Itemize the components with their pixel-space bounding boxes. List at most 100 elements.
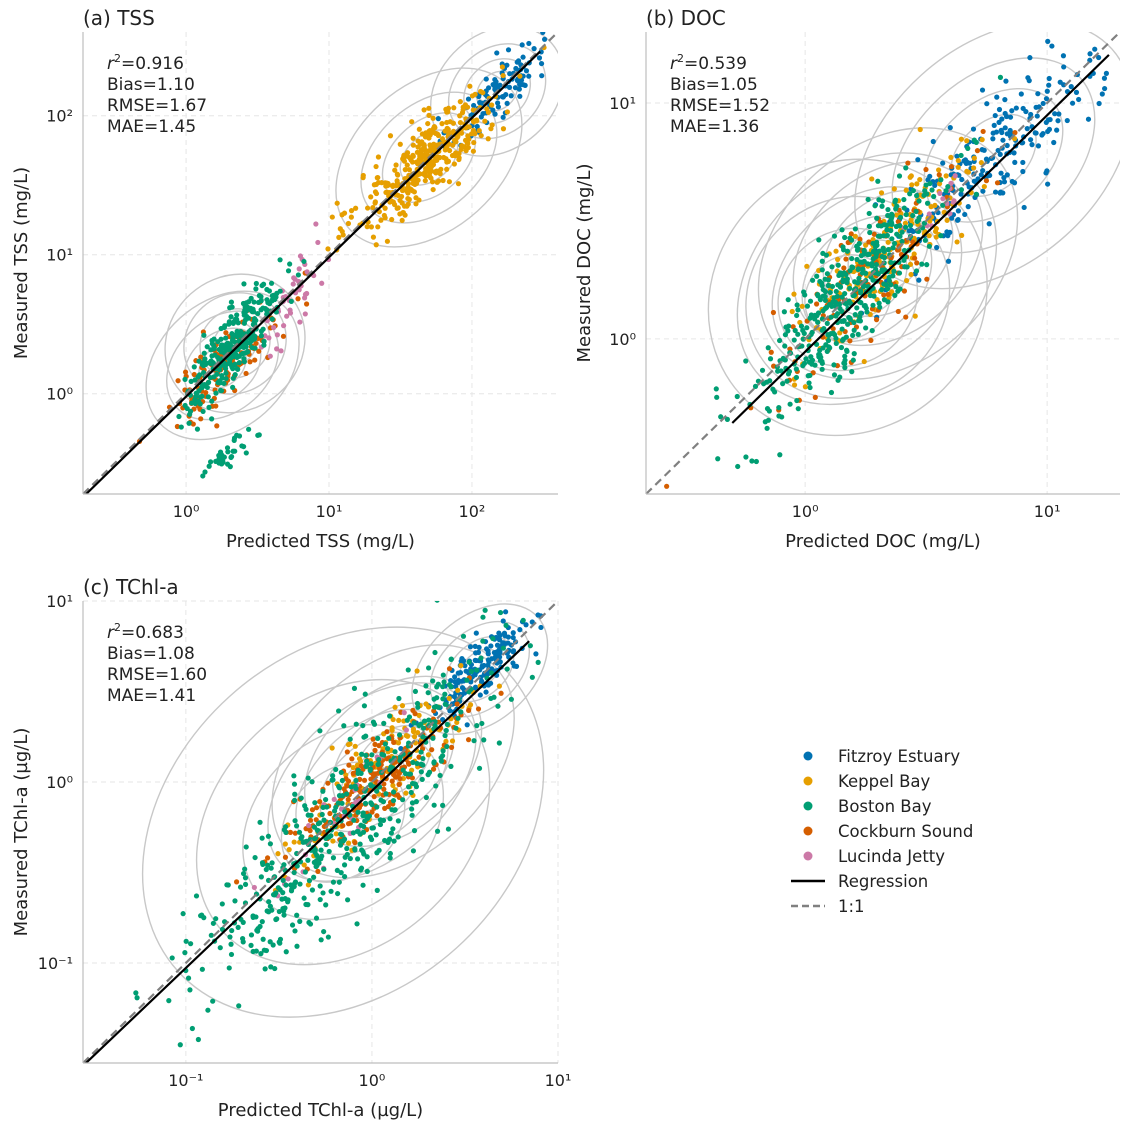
- point-fitzroy-estuary: [955, 208, 961, 214]
- point-fitzroy-estuary: [1092, 46, 1098, 52]
- point-boston-bay: [922, 237, 928, 243]
- point-boston-bay: [903, 165, 909, 171]
- point-boston-bay: [201, 350, 207, 356]
- point-lucinda-jetty: [315, 239, 321, 246]
- point-cockburn-sound: [768, 349, 774, 355]
- point-boston-bay: [875, 223, 882, 229]
- point-keppel-bay: [329, 214, 335, 220]
- point-boston-bay: [432, 649, 438, 656]
- point-boston-bay: [294, 943, 300, 949]
- point-boston-bay: [929, 187, 935, 193]
- point-cockburn-sound: [203, 389, 209, 396]
- point-keppel-bay: [979, 137, 985, 143]
- point-keppel-bay: [943, 173, 949, 179]
- point-boston-bay: [958, 187, 965, 193]
- point-keppel-bay: [404, 162, 410, 168]
- point-fitzroy-estuary: [1039, 132, 1045, 138]
- point-keppel-bay: [485, 136, 491, 142]
- point-cockburn-sound: [770, 309, 777, 316]
- point-boston-bay: [471, 738, 477, 744]
- point-boston-bay: [209, 398, 215, 404]
- point-cockburn-sound: [243, 370, 249, 377]
- point-boston-bay: [840, 318, 846, 324]
- point-boston-bay: [881, 248, 887, 255]
- point-boston-bay: [420, 762, 426, 768]
- point-boston-bay: [301, 258, 307, 265]
- point-boston-bay: [367, 834, 374, 840]
- point-boston-bay: [829, 283, 836, 290]
- points-doc: [664, 38, 1109, 489]
- point-boston-bay: [298, 835, 304, 841]
- point-boston-bay: [822, 305, 828, 311]
- point-boston-bay: [305, 857, 311, 863]
- point-boston-bay: [409, 806, 415, 812]
- point-boston-bay: [367, 766, 373, 772]
- point-keppel-bay: [835, 256, 841, 262]
- point-fitzroy-estuary: [531, 46, 537, 52]
- point-boston-bay: [387, 850, 393, 857]
- point-boston-bay: [896, 173, 903, 179]
- point-fitzroy-estuary: [512, 85, 518, 91]
- point-keppel-bay: [500, 126, 507, 132]
- point-fitzroy-estuary: [472, 657, 478, 663]
- point-boston-bay: [341, 723, 347, 729]
- point-fitzroy-estuary: [500, 114, 506, 120]
- point-boston-bay: [248, 295, 254, 302]
- point-fitzroy-estuary: [473, 650, 479, 656]
- point-keppel-bay: [471, 119, 477, 125]
- point-fitzroy-estuary: [984, 101, 990, 107]
- point-keppel-bay: [449, 152, 456, 159]
- point-keppel-bay: [395, 172, 401, 178]
- point-keppel-bay: [461, 144, 467, 150]
- point-fitzroy-estuary: [1103, 70, 1109, 76]
- point-cockburn-sound: [345, 778, 352, 784]
- point-boston-bay: [335, 800, 341, 806]
- point-cockburn-sound: [349, 756, 355, 762]
- point-boston-bay: [242, 875, 249, 881]
- point-fitzroy-estuary: [993, 129, 1000, 135]
- point-cockburn-sound: [980, 128, 986, 135]
- stat-text: RMSE=1.67: [107, 96, 207, 116]
- point-boston-bay: [353, 721, 359, 727]
- point-boston-bay: [338, 870, 344, 876]
- point-keppel-bay: [410, 142, 416, 148]
- point-keppel-bay: [453, 139, 459, 145]
- point-cockburn-sound: [465, 737, 472, 743]
- point-boston-bay: [358, 865, 365, 871]
- point-boston-bay: [715, 456, 721, 462]
- points-tchl: [133, 601, 544, 1048]
- point-boston-bay: [807, 298, 814, 304]
- point-boston-bay: [300, 839, 306, 845]
- point-fitzroy-estuary: [479, 678, 485, 684]
- point-keppel-bay: [426, 112, 432, 118]
- point-boston-bay: [819, 258, 825, 264]
- point-boston-bay: [340, 838, 346, 844]
- point-fitzroy-estuary: [493, 79, 499, 85]
- stat-text: RMSE=1.52: [670, 96, 770, 116]
- point-boston-bay: [309, 779, 315, 785]
- point-boston-bay: [224, 347, 230, 353]
- point-boston-bay: [228, 941, 234, 947]
- point-fitzroy-estuary: [485, 648, 491, 654]
- point-boston-bay: [381, 720, 387, 726]
- point-cockburn-sound: [253, 340, 259, 347]
- point-boston-bay: [869, 263, 875, 269]
- point-boston-bay: [865, 261, 871, 267]
- point-boston-bay: [854, 305, 860, 311]
- point-fitzroy-estuary: [483, 76, 489, 82]
- point-keppel-bay: [462, 102, 469, 108]
- point-boston-bay: [263, 947, 270, 954]
- point-boston-bay: [849, 369, 855, 375]
- point-boston-bay: [442, 691, 448, 697]
- y-tick-label: 10⁻¹: [38, 954, 73, 973]
- point-fitzroy-estuary: [1033, 130, 1039, 136]
- point-boston-bay: [807, 372, 813, 379]
- point-keppel-bay: [470, 127, 476, 134]
- point-keppel-bay: [340, 232, 346, 238]
- point-fitzroy-estuary: [435, 116, 441, 122]
- point-boston-bay: [804, 325, 810, 331]
- point-cockburn-sound: [381, 786, 387, 792]
- point-boston-bay: [379, 751, 385, 757]
- point-lucinda-jetty: [296, 266, 302, 272]
- panel-doc: 10⁰ 10⁰ 10¹ 10¹ Predicted DOC (mg/L) Measured…: [574, 6, 1120, 552]
